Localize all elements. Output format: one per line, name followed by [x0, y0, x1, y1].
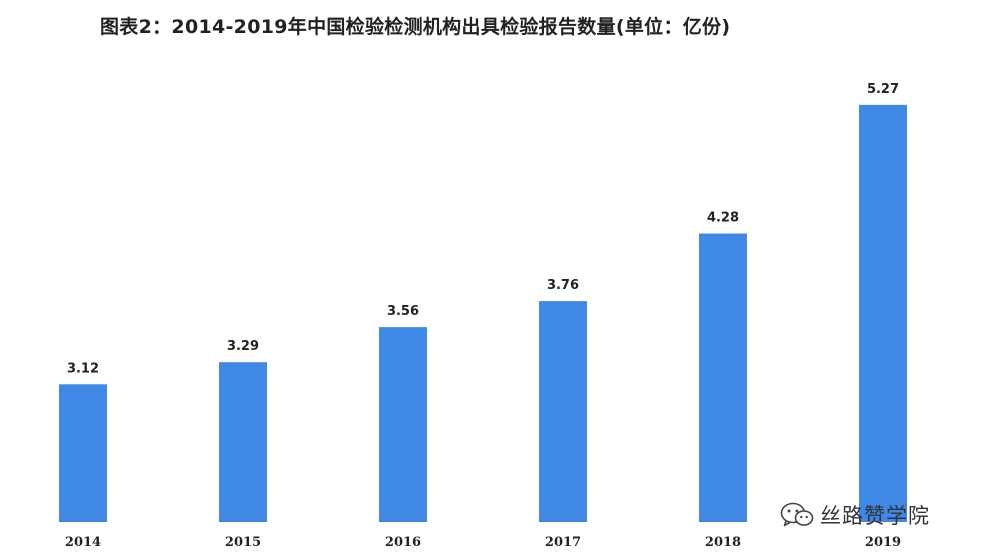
- wechat-icon: [780, 502, 814, 527]
- x-tick-label-2019: 2019: [865, 535, 901, 550]
- watermark-text: 丝路赞学院: [820, 504, 930, 528]
- bar-2019: [859, 104, 907, 523]
- x-tick-label-2014: 2014: [65, 535, 101, 550]
- bar-value-label-2018: 4.28: [707, 211, 739, 226]
- bars-layer: [59, 104, 907, 523]
- x-axis-ticks: 2014 2015 2016 2017 2018 2019: [65, 535, 901, 550]
- watermark: 丝路赞学院: [780, 500, 930, 530]
- bar-2014: [59, 384, 107, 522]
- bar-value-label-2017: 3.76: [547, 278, 579, 293]
- x-tick-label-2017: 2017: [545, 535, 581, 550]
- bar-2017: [539, 301, 587, 522]
- bar-2016: [379, 327, 427, 522]
- x-tick-label-2016: 2016: [385, 535, 421, 550]
- bar-value-label-2015: 3.29: [227, 339, 259, 354]
- value-labels-layer: 3.12 3.29 3.56 3.76 4.28 5.27: [67, 82, 899, 376]
- x-tick-label-2015: 2015: [225, 535, 261, 550]
- bar-2018: [699, 233, 747, 522]
- chart-title: 图表2：2014-2019年中国检验检测机构出具检验报告数量(单位：亿份): [100, 16, 731, 38]
- bar-value-label-2014: 3.12: [67, 361, 99, 376]
- bar-value-label-2016: 3.56: [387, 304, 419, 319]
- bar-2015: [219, 362, 267, 522]
- bar-value-label-2019: 5.27: [867, 82, 899, 97]
- x-tick-label-2018: 2018: [705, 535, 741, 550]
